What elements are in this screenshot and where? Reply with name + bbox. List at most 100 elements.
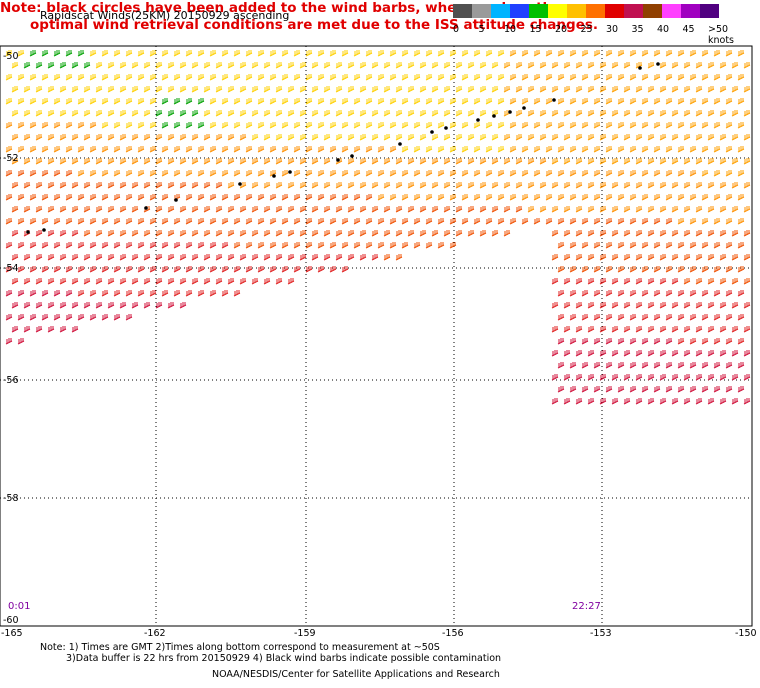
- wind-barb: [293, 98, 301, 105]
- wind-barb: [167, 278, 175, 285]
- wind-barb: [161, 170, 169, 177]
- wind-barb: [305, 266, 313, 273]
- wind-barb: [155, 206, 163, 213]
- wind-barb: [131, 206, 139, 213]
- contamination-circle: [42, 228, 46, 232]
- wind-barb: [329, 50, 337, 57]
- wind-barb: [119, 158, 127, 165]
- wind-barb: [179, 302, 187, 309]
- wind-barb: [563, 206, 571, 213]
- wind-barb: [701, 386, 709, 393]
- wind-barb: [545, 122, 553, 129]
- wind-barb: [635, 374, 643, 381]
- wind-barb: [191, 86, 199, 93]
- wind-barb: [77, 170, 85, 177]
- wind-barb: [161, 74, 169, 81]
- wind-barb: [491, 158, 499, 165]
- wind-barb: [59, 158, 67, 165]
- wind-barb: [149, 170, 157, 177]
- wind-barb: [689, 386, 697, 393]
- wind-barb: [251, 62, 259, 69]
- wind-barb: [605, 194, 613, 201]
- wind-barb: [275, 158, 283, 165]
- wind-barb: [677, 314, 685, 321]
- wind-barb: [65, 194, 73, 201]
- wind-barb: [317, 170, 325, 177]
- contamination-circles-layer: [26, 62, 660, 234]
- wind-barb: [599, 374, 607, 381]
- wind-barb: [569, 290, 577, 297]
- footer-line-2: 3)Data buffer is 22 hrs from 20150929 4)…: [66, 653, 502, 664]
- wind-barb: [95, 86, 103, 93]
- wind-barb: [737, 98, 745, 105]
- wind-barb: [503, 86, 511, 93]
- wind-barb: [71, 230, 79, 237]
- wind-barb: [305, 74, 313, 81]
- wind-barb: [431, 86, 439, 93]
- wind-barb: [623, 278, 631, 285]
- wind-barb: [527, 62, 535, 69]
- wind-barb: [143, 230, 151, 237]
- wind-barb: [185, 194, 193, 201]
- wind-barb: [59, 326, 67, 333]
- wind-barb: [485, 122, 493, 129]
- wind-barb: [683, 326, 691, 333]
- wind-barb: [539, 206, 547, 213]
- lon-label-156: -156: [442, 628, 464, 639]
- wind-barb: [725, 50, 733, 57]
- wind-barb: [431, 110, 439, 117]
- wind-barb: [419, 230, 427, 237]
- wind-barb: [89, 74, 97, 81]
- wind-barb: [683, 350, 691, 357]
- wind-barb: [299, 86, 307, 93]
- wind-barb: [41, 218, 49, 225]
- wind-barb: [551, 158, 559, 165]
- wind-barb: [659, 350, 667, 357]
- wind-barb: [713, 218, 721, 225]
- wind-barb: [599, 110, 607, 117]
- wind-barb: [731, 158, 739, 165]
- wind-barb: [17, 314, 25, 321]
- wind-barb: [203, 278, 211, 285]
- wind-barb: [383, 62, 391, 69]
- wind-barb: [149, 290, 157, 297]
- wind-barb: [101, 122, 109, 129]
- wind-barb: [269, 266, 277, 273]
- wind-barb: [401, 146, 409, 153]
- wind-barb: [23, 110, 31, 117]
- wind-barb: [17, 146, 25, 153]
- wind-barb: [113, 122, 121, 129]
- wind-barb: [485, 194, 493, 201]
- wind-barb: [197, 146, 205, 153]
- note-line-1: Note: black circles have been added to t…: [0, 0, 571, 16]
- wind-barb: [725, 74, 733, 81]
- wind-barb: [647, 350, 655, 357]
- wind-barb: [587, 86, 595, 93]
- wind-barb: [701, 266, 709, 273]
- contamination-circle: [656, 62, 660, 66]
- wind-barb: [329, 146, 337, 153]
- wind-barb: [29, 98, 37, 105]
- wind-barb: [557, 98, 565, 105]
- wind-barb: [539, 182, 547, 189]
- wind-barb: [461, 74, 469, 81]
- wind-barb: [641, 242, 649, 249]
- wind-barb: [245, 146, 253, 153]
- wind-barb: [377, 242, 385, 249]
- wind-barb: [407, 182, 415, 189]
- wind-barb: [419, 62, 427, 69]
- wind-barb: [431, 182, 439, 189]
- wind-barb: [521, 146, 529, 153]
- wind-barb: [17, 50, 25, 57]
- wind-barb: [689, 122, 697, 129]
- wind-barb: [359, 254, 367, 261]
- wind-barb: [623, 206, 631, 213]
- wind-barb: [485, 98, 493, 105]
- wind-barb: [479, 134, 487, 141]
- wind-barb: [419, 158, 427, 165]
- wind-barb: [143, 62, 151, 69]
- wind-barb: [635, 86, 643, 93]
- contamination-circle: [350, 154, 354, 158]
- wind-barb: [533, 74, 541, 81]
- wind-barb: [251, 158, 259, 165]
